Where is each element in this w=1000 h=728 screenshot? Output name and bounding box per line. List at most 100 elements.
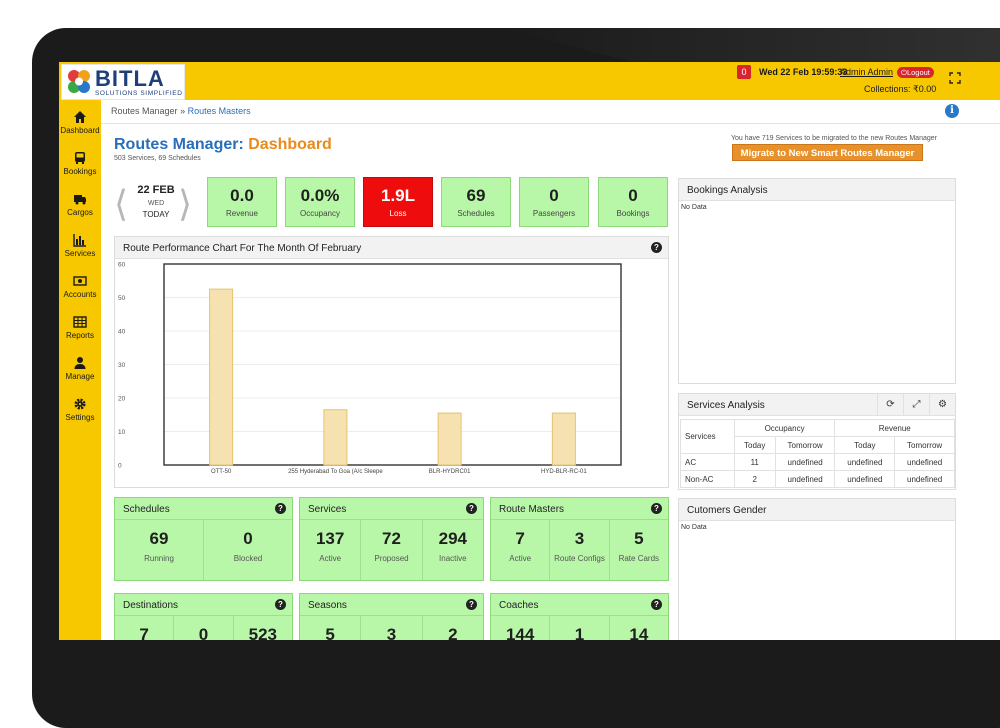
stat-caption: Inactive — [439, 554, 467, 563]
table-cell: undefined — [834, 470, 896, 488]
stat-active[interactable]: 137 Active — [300, 520, 360, 580]
fullscreen-icon[interactable] — [949, 72, 961, 84]
page-title-accent: Dashboard — [248, 136, 332, 153]
help-icon[interactable]: ? — [275, 503, 286, 514]
notification-badge[interactable]: 0 — [737, 65, 751, 79]
stat-blocked[interactable]: 0 Blocked — [203, 520, 292, 580]
stat-proposed[interactable]: 72 Proposed — [360, 520, 421, 580]
help-icon[interactable]: ? — [466, 503, 477, 514]
info-icon[interactable]: i — [945, 104, 959, 118]
breadcrumb-current[interactable]: Routes Masters — [187, 106, 251, 116]
stat-col[interactable]: 14 — [608, 616, 668, 640]
services-analysis-panel: Services Analysis ⟳ ⤢ ⚙ Services Occupan… — [678, 393, 956, 490]
x-tick-label: HYD-BLR-RC-01 — [541, 469, 587, 475]
y-tick-label: 30 — [118, 362, 126, 369]
sidebar-item-reports[interactable]: Reports — [59, 309, 101, 349]
column-subheader: Tomorrow — [894, 436, 955, 454]
card-body: 7 0 523 — [115, 616, 292, 640]
sidebar-item-accounts[interactable]: Accounts — [59, 268, 101, 308]
refresh-icon[interactable]: ⟳ — [877, 394, 903, 416]
stat-inactive[interactable]: 294 Inactive — [421, 520, 483, 580]
stat-col[interactable]: 1 — [549, 616, 608, 640]
sidebar-item-dashboard[interactable]: Dashboard — [59, 104, 101, 144]
logout-button[interactable]: ⏻Logout — [897, 67, 934, 78]
kpi-value: 0 — [628, 186, 638, 205]
stat-running[interactable]: 69 Running — [115, 520, 203, 580]
sidebar-item-manage[interactable]: Manage — [59, 350, 101, 390]
stat-rate-cards[interactable]: 5 Rate Cards — [608, 520, 668, 580]
user-menu-link[interactable]: Admin Admin — [840, 67, 894, 77]
breadcrumb-root[interactable]: Routes Manager — [111, 106, 178, 116]
sidebar-item-label: Manage — [65, 372, 95, 381]
stat-caption: Proposed — [374, 554, 409, 563]
help-icon[interactable]: ? — [651, 503, 662, 514]
card-header: Services ? — [300, 498, 483, 520]
stat-col[interactable]: 0 — [173, 616, 232, 640]
logo-mark-icon — [68, 70, 90, 93]
next-day-icon[interactable]: ⟩ — [178, 183, 193, 224]
truck-icon — [74, 195, 86, 205]
sidebar-item-settings[interactable]: Settings — [59, 391, 101, 431]
panel-header: Services Analysis ⟳ ⤢ ⚙ — [679, 394, 955, 416]
help-icon[interactable]: ? — [651, 599, 662, 610]
stat-col[interactable]: 3 — [360, 616, 421, 640]
panel-title: Services Analysis — [687, 400, 765, 411]
y-tick-label: 20 — [118, 396, 126, 403]
previous-day-icon[interactable]: ⟨ — [114, 183, 129, 224]
sidebar-item-cargos[interactable]: Cargos — [59, 186, 101, 226]
table-cell: 2 — [733, 470, 776, 488]
stat-col[interactable]: 5 — [300, 616, 360, 640]
settings-icon[interactable]: ⚙ — [929, 394, 955, 416]
stat-value: 137 — [315, 529, 345, 548]
panel-title: Bookings Analysis — [687, 185, 768, 196]
logo[interactable]: BITLA SOLUTIONS SIMPLIFIED — [61, 64, 185, 100]
card-body: 69 Running 0 Blocked — [115, 520, 292, 580]
sidebar-item-label: Dashboard — [60, 126, 100, 135]
card-header: Coaches ? — [491, 594, 668, 616]
bar — [209, 288, 234, 466]
kpi-revenue: 0.0 Revenue — [207, 177, 277, 227]
migrate-note: You have 719 Services to be migrated to … — [731, 135, 937, 142]
card-body: 137 Active 72 Proposed 294 Inactive — [300, 520, 483, 580]
expand-icon[interactable]: ⤢ — [903, 394, 929, 416]
panel-header: Bookings Analysis — [679, 179, 955, 201]
top-bar: BITLA SOLUTIONS SIMPLIFIED 0 Wed 22 Feb … — [59, 62, 1000, 100]
kpi-value: 0 — [549, 186, 559, 205]
y-tick-label: 40 — [118, 329, 126, 336]
stat-active[interactable]: 7 Active — [491, 520, 549, 580]
no-data-text: No Data — [681, 524, 707, 531]
sidebar-item-bookings[interactable]: Bookings — [59, 145, 101, 185]
help-icon[interactable]: ? — [651, 242, 662, 253]
stat-col[interactable]: 523 — [232, 616, 292, 640]
column-subheader: Tomorrow — [774, 436, 836, 454]
page-subtitle: 503 Services, 69 Schedules — [114, 155, 201, 162]
x-tick-label: OTT-50 — [211, 469, 232, 475]
y-tick-label: 0 — [118, 463, 122, 470]
kpi-value: 69 — [466, 186, 486, 205]
column-header: Services — [680, 419, 735, 454]
stat-value: 1 — [574, 625, 585, 640]
stat-route-configs[interactable]: 3 Route Configs — [549, 520, 608, 580]
home-icon — [74, 111, 86, 123]
stat-value: 0 — [198, 625, 209, 640]
migrate-button[interactable]: Migrate to New Smart Routes Manager — [732, 144, 923, 161]
table-header-row: Services Occupancy Revenue — [680, 419, 955, 454]
help-icon[interactable]: ? — [466, 599, 477, 610]
logo-tagline: SOLUTIONS SIMPLIFIED — [95, 90, 183, 97]
card-coaches: Coaches ? 144 1 14 — [490, 593, 669, 640]
stat-col[interactable]: 2 — [421, 616, 483, 640]
no-data-text: No Data — [681, 204, 707, 211]
stat-col[interactable]: 144 — [491, 616, 549, 640]
kpi-caption: Bookings — [616, 209, 650, 218]
stat-caption: Blocked — [233, 554, 263, 563]
current-datetime: Wed 22 Feb 19:59:33 — [759, 67, 848, 77]
help-icon[interactable]: ? — [275, 599, 286, 610]
table-cell: Non-AC — [680, 470, 735, 488]
column-header: Occupancy — [733, 419, 836, 437]
table-cell: undefined — [894, 470, 955, 488]
route-performance-chart: 0 10 20 30 40 50 60 OTT-50 255 Hyderabad To Goa … — [118, 262, 622, 475]
stat-col[interactable]: 7 — [115, 616, 173, 640]
table-cell: undefined — [774, 453, 836, 471]
stat-value: 7 — [515, 529, 525, 548]
sidebar-item-services[interactable]: Services — [59, 227, 101, 267]
